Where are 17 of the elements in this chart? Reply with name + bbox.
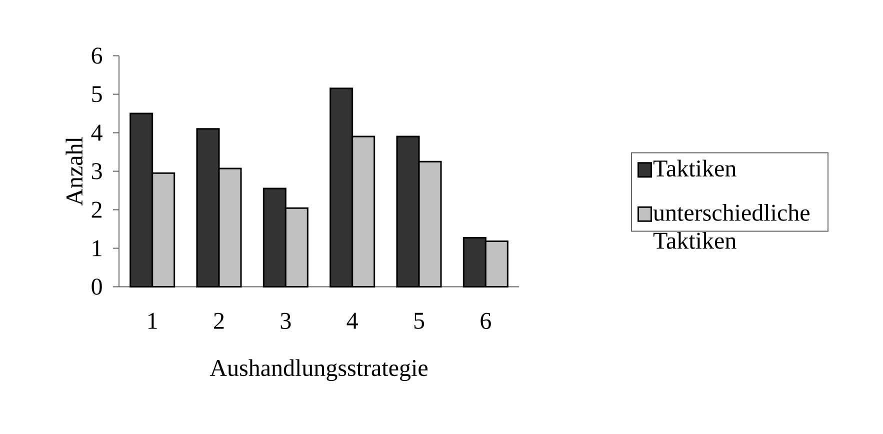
x-tick-label: 2 [214, 312, 224, 329]
y-tick-label: 3 [92, 163, 102, 180]
y-tick-label: 6 [92, 48, 102, 64]
y-tick-label: 5 [92, 86, 102, 102]
legend-label: Taktiken [653, 160, 736, 177]
x-axis-title: Aushandlungsstrategie [210, 359, 428, 382]
x-tick-label: 1 [148, 312, 157, 329]
y-tick-label: 0 [92, 278, 102, 295]
y-tick-label: 2 [92, 202, 102, 218]
y-tick-label: 1 [92, 240, 102, 256]
x-tick-label: 3 [280, 312, 291, 330]
x-tick-label: 5 [414, 312, 424, 329]
y-tick-label: 4 [91, 124, 102, 141]
legend-label: unterschiedliche Taktiken [653, 204, 810, 249]
x-tick-label: 6 [480, 312, 491, 330]
y-axis-title: Anzahl [66, 137, 83, 206]
x-tick-label: 4 [346, 312, 358, 329]
